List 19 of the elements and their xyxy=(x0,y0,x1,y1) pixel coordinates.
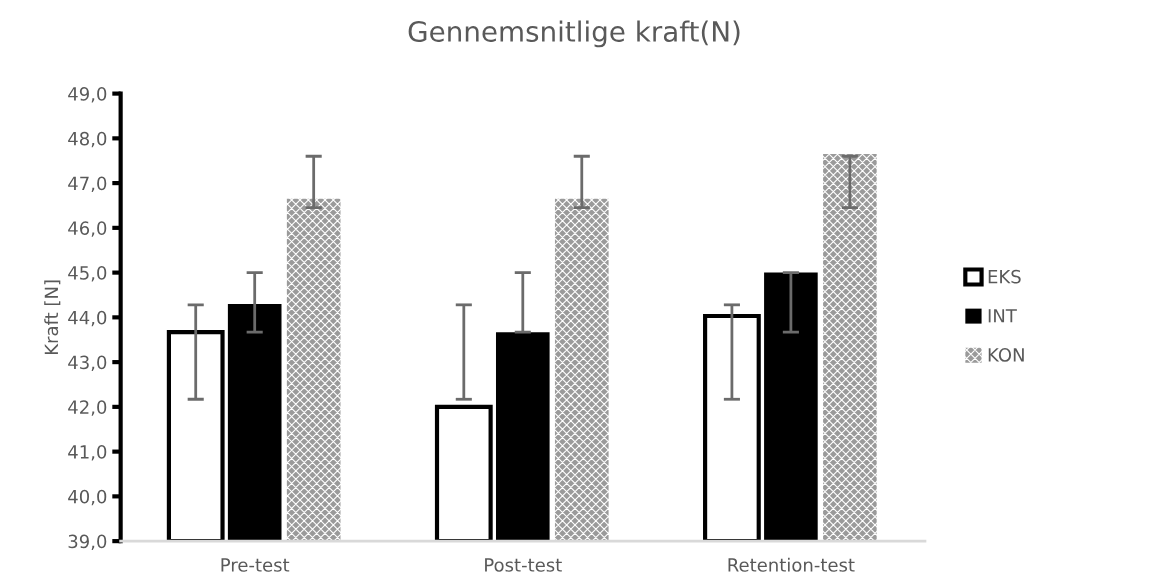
chart-title: Gennemsnitlige kraft(N) xyxy=(408,20,740,48)
legend-label: KON xyxy=(988,348,1024,362)
y-tick-label: 47,0 xyxy=(68,176,107,193)
x-tick-label: Post-test xyxy=(485,558,562,572)
legend-label: INT xyxy=(988,309,1017,323)
x-tick-label: Retention-test xyxy=(728,557,855,572)
y-tick-label: 40,0 xyxy=(68,489,107,506)
y-tick-label: 45,0 xyxy=(68,266,107,282)
y-tick-label: 46,0 xyxy=(68,221,107,237)
y-axis-title: Kraft [N] xyxy=(44,280,61,354)
y-tick-label: 44,0 xyxy=(68,310,107,327)
y-tick-label: 43,0 xyxy=(68,355,107,372)
y-tick-label: 41,0 xyxy=(68,445,107,461)
y-tick-label: 39,0 xyxy=(68,534,107,551)
y-tick-label: 49,0 xyxy=(68,87,107,103)
x-tick-label: Pre-test xyxy=(221,558,290,572)
y-tick-label: 48,0 xyxy=(68,131,107,148)
legend-label: EKS xyxy=(988,269,1021,284)
y-tick-label: 42,0 xyxy=(68,400,107,416)
